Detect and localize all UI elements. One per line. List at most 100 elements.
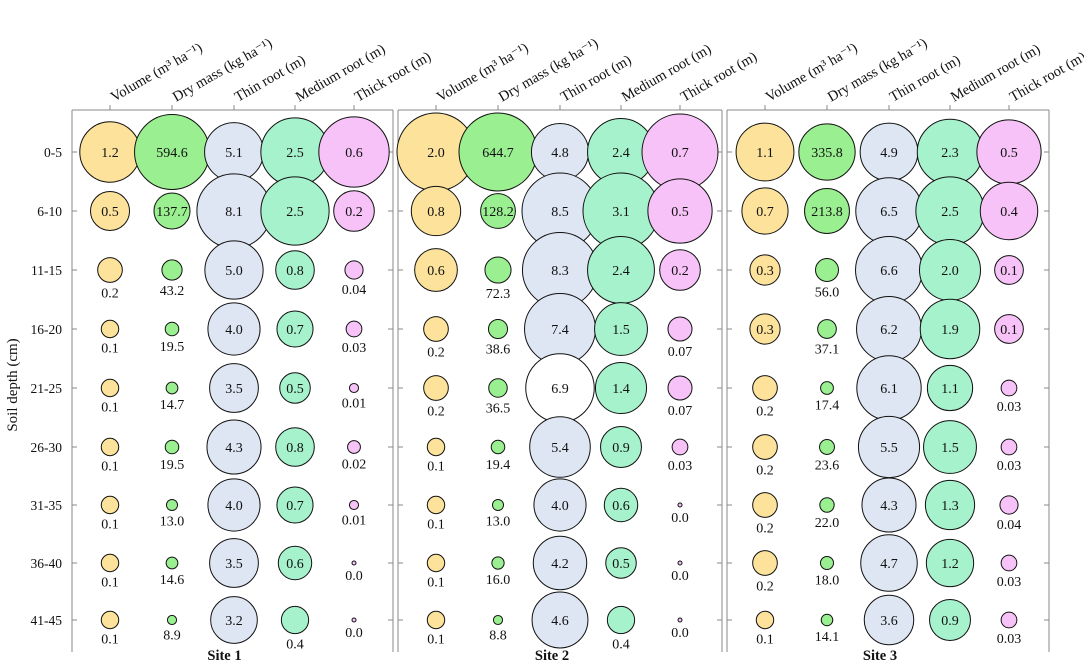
bubble-thick-root <box>999 495 1019 515</box>
bubble-group: 43.2 <box>160 259 185 299</box>
bubble-thin-root <box>533 478 587 532</box>
bubble-group: 0.03 <box>997 554 1021 590</box>
bubble-value-label: 0.2 <box>427 404 445 419</box>
bubble-group: 14.6 <box>160 556 184 588</box>
bubble-value-label: 2.0 <box>427 146 445 161</box>
bubble-dry-mass <box>164 321 180 337</box>
bubble-value-label: 0.0 <box>671 569 689 584</box>
bubble-thick-root <box>994 255 1024 285</box>
bubble-value-label: 0.5 <box>1000 146 1018 161</box>
bubble-value-label: 2.5 <box>286 205 304 220</box>
bubble-group: 0.2 <box>333 190 375 232</box>
bubble-group: 0.2 <box>752 375 778 419</box>
bubble-medium-root <box>280 605 310 635</box>
bubble-volume <box>749 254 781 286</box>
bubble-value-label: 6.6 <box>880 264 898 279</box>
site-label: Site 1 <box>207 648 241 664</box>
bubble-thin-root <box>860 534 918 592</box>
bubble-value-label: 4.0 <box>551 499 569 514</box>
bubble-group: 0.5 <box>976 119 1042 185</box>
bubble-group: 0.5 <box>279 372 311 404</box>
bubble-group: 0.7 <box>276 486 314 524</box>
bubble-group: 4.0 <box>533 478 587 532</box>
bubble-group: 18.0 <box>815 555 839 589</box>
bubble-group: 4.0 <box>207 478 261 532</box>
bubble-medium-root <box>923 420 977 474</box>
bubble-value-label: 43.2 <box>160 284 185 299</box>
bubble-thick-root <box>667 316 693 342</box>
bubble-dry-mass <box>804 188 850 234</box>
bubble-value-label: 4.3 <box>880 499 898 514</box>
bubble-value-label: 0.5 <box>286 382 304 397</box>
bubble-group: 14.7 <box>160 381 184 413</box>
bubble-group: 4.9 <box>859 122 919 182</box>
bubble-value-label: 0.7 <box>756 205 774 220</box>
bubble-thick-root <box>659 249 701 291</box>
bubble-group: 0.2 <box>752 434 778 478</box>
bubble-group: 19.5 <box>160 321 184 355</box>
bubble-group: 0.04 <box>997 495 1022 533</box>
depth-tick-label: 11-15 <box>31 263 62 278</box>
bubble-volume <box>755 610 775 630</box>
bubble-group: 2.4 <box>587 236 655 304</box>
bubble-value-label: 8.5 <box>551 205 569 220</box>
bubble-value-label: 0.03 <box>997 459 1022 474</box>
bubble-dry-mass <box>480 193 516 229</box>
bubble-thick-root <box>677 560 683 566</box>
bubble-value-label: 0.0 <box>671 626 689 641</box>
bubble-group: 22.0 <box>815 497 839 531</box>
bubble-value-label: 1.2 <box>941 557 959 572</box>
bubble-group: 13.0 <box>160 498 184 530</box>
bubble-group: 8.9 <box>163 614 181 644</box>
bubble-value-label: 2.0 <box>941 264 959 279</box>
bubble-value-label: 0.2 <box>756 579 774 594</box>
bubble-group: 0.1 <box>426 495 446 533</box>
bubble-group: 0.6 <box>277 545 313 581</box>
bubble-value-label: 0.8 <box>286 264 304 279</box>
bubble-value-label: 0.04 <box>997 518 1022 533</box>
bubble-volume <box>414 248 458 292</box>
bubble-dry-mass <box>819 439 835 455</box>
bubble-dry-mass <box>798 123 856 181</box>
bubble-medium-root <box>260 176 330 246</box>
bubble-group: 4.6 <box>531 591 589 649</box>
bubble-group: 0.1 <box>100 437 120 475</box>
depth-tick-label: 26-30 <box>31 440 63 455</box>
bubble-value-label: 14.1 <box>815 630 840 645</box>
bubble-group: 2.5 <box>260 117 330 187</box>
bubble-value-label: 4.0 <box>225 499 243 514</box>
bubble-value-label: 3.2 <box>225 614 243 629</box>
bubble-group: 8.1 <box>196 173 272 249</box>
bubble-group: 38.6 <box>486 318 510 358</box>
bubble-medium-root <box>926 364 974 412</box>
bubble-dry-mass <box>815 258 839 282</box>
bubble-value-label: 0.1 <box>427 460 445 475</box>
bubble-group: 5.4 <box>529 416 591 478</box>
bubble-volume <box>735 122 795 182</box>
bubble-value-label: 2.5 <box>941 205 959 220</box>
bubble-medium-root <box>606 605 636 635</box>
bubble-value-label: 0.4 <box>612 638 630 653</box>
bubble-group: 19.4 <box>486 439 510 473</box>
bubble-value-label: 1.4 <box>612 382 630 397</box>
bubble-group: 1.5 <box>594 302 648 356</box>
bubble-value-label: 0.2 <box>756 404 774 419</box>
bubble-value-label: 0.2 <box>756 463 774 478</box>
bubble-medium-root <box>603 487 639 523</box>
depth-tick-label: 6-10 <box>37 204 62 219</box>
bubble-value-label: 128.2 <box>482 205 514 220</box>
bubble-thin-root <box>207 478 261 532</box>
bubble-value-label: 5.5 <box>880 441 898 456</box>
bubble-group: 1.5 <box>923 420 977 474</box>
bubble-thick-root <box>1000 554 1018 572</box>
bubble-group: 5.5 <box>857 415 921 479</box>
bubble-value-label: 56.0 <box>815 285 840 300</box>
bubble-value-label: 0.02 <box>342 457 367 472</box>
bubble-dry-mass <box>487 318 509 340</box>
bubble-group: 0.1 <box>100 610 120 648</box>
bubble-group: 4.7 <box>860 534 918 592</box>
bubble-group: 0.6 <box>318 116 390 188</box>
bubble-group: 56.0 <box>815 258 840 300</box>
bubble-group: 72.3 <box>484 256 512 302</box>
